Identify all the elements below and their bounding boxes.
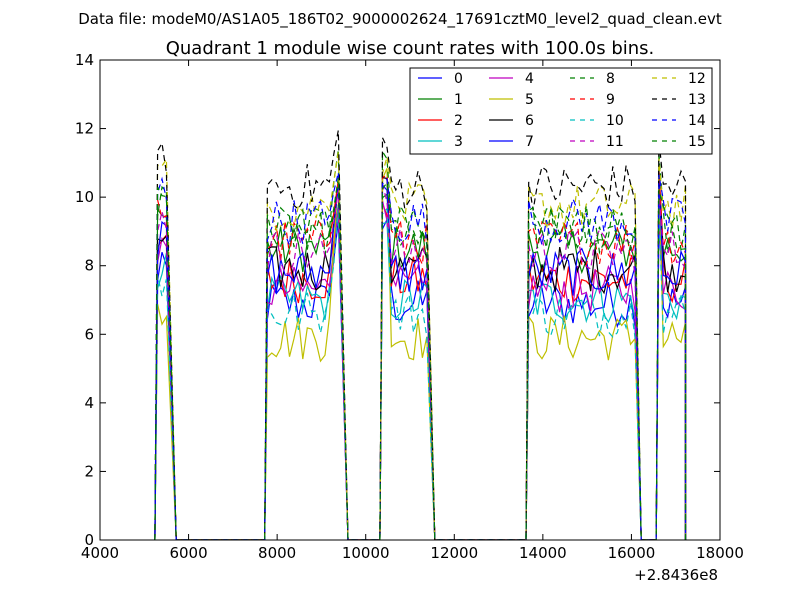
legend-label-10: 10: [606, 113, 624, 129]
x-tick-label: 8000: [258, 544, 296, 562]
plot-frame: [99, 59, 721, 541]
legend-label-7: 7: [525, 134, 534, 150]
y-tick-label: 10: [75, 188, 94, 206]
x-offset-label: +2.8436e8: [634, 566, 718, 584]
series-line-8: [154, 149, 687, 540]
y-tick-label: 2: [84, 462, 94, 480]
series-line-11: [154, 184, 687, 540]
x-tick-label: 4000: [81, 544, 119, 562]
legend-label-6: 6: [525, 113, 534, 129]
legend-box: [409, 67, 713, 155]
legend-label-11: 11: [606, 134, 624, 150]
chart-title: Quadrant 1 module wise count rates with …: [166, 38, 655, 59]
series-line-15: [154, 177, 687, 540]
series-line-14: [154, 172, 687, 540]
legend-label-8: 8: [606, 71, 615, 87]
legend-label-4: 4: [525, 71, 534, 87]
y-tick-label: 6: [84, 325, 94, 343]
series-line-2: [154, 202, 687, 540]
y-tick-label: 12: [75, 120, 94, 138]
x-tick-label: 12000: [430, 544, 478, 562]
series-line-1: [154, 184, 687, 540]
x-tick-label: 14000: [519, 544, 567, 562]
legend-label-9: 9: [606, 92, 615, 108]
series-line-7: [154, 178, 687, 540]
series-line-12: [154, 152, 687, 540]
x-axis: 4000 6000 8000 10000 12000 14000 16000 18000: [81, 60, 744, 562]
legend-label-12: 12: [688, 71, 706, 87]
data-file-label: Data file: modeM0/AS1A05_186T02_90000026…: [78, 10, 722, 29]
legend-label-15: 15: [688, 134, 706, 150]
y-tick-label: 0: [84, 531, 94, 549]
legend-label-14: 14: [688, 113, 706, 129]
series-line-13: [154, 130, 687, 540]
x-tick-label: 6000: [169, 544, 207, 562]
legend-label-1: 1: [454, 92, 463, 108]
legend-label-13: 13: [688, 92, 706, 108]
y-tick-label: 4: [84, 394, 94, 412]
series-line-4: [154, 200, 687, 540]
series-line-10: [154, 207, 687, 540]
y-tick-label: 14: [75, 51, 94, 69]
y-tick-label: 8: [84, 257, 94, 275]
legend-label-5: 5: [525, 92, 534, 108]
series-line-9: [154, 171, 687, 540]
legend-label-2: 2: [454, 113, 463, 129]
legend-label-0: 0: [454, 71, 463, 87]
x-tick-label: 16000: [608, 544, 656, 562]
x-tick-label: 10000: [342, 544, 390, 562]
series-line-5: [154, 168, 687, 540]
legend-label-3: 3: [454, 134, 463, 150]
series-line-3: [154, 205, 687, 540]
series-layer: [154, 130, 687, 540]
x-tick-label: 18000: [696, 544, 744, 562]
